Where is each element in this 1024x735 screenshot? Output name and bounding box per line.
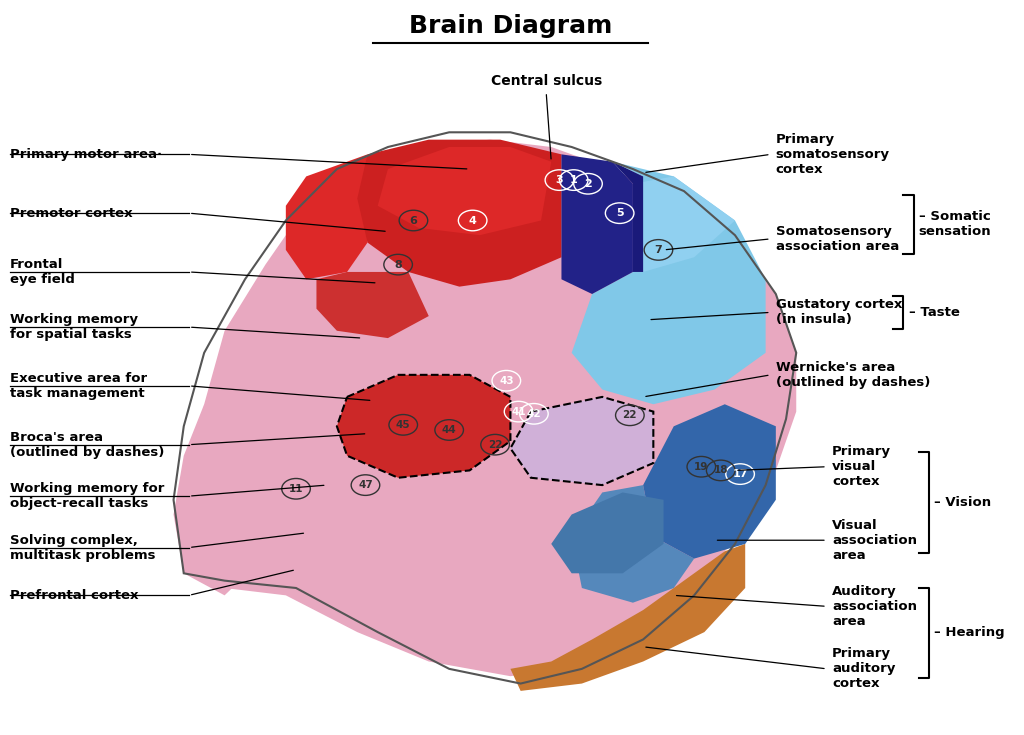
Text: 22: 22	[487, 440, 503, 450]
Text: 11: 11	[289, 484, 303, 494]
Text: Executive area for
task management: Executive area for task management	[10, 372, 147, 400]
Text: 2: 2	[584, 179, 592, 189]
Polygon shape	[316, 272, 429, 338]
Text: – Vision: – Vision	[934, 495, 991, 509]
Polygon shape	[510, 544, 745, 691]
Text: Premotor cortex: Premotor cortex	[10, 207, 133, 220]
Polygon shape	[173, 404, 265, 595]
Text: – Hearing: – Hearing	[934, 626, 1005, 639]
Polygon shape	[643, 404, 776, 559]
Polygon shape	[571, 485, 694, 603]
Text: Visual
association
area: Visual association area	[831, 519, 916, 562]
Text: – Taste: – Taste	[908, 306, 959, 319]
Text: 42: 42	[526, 409, 542, 419]
Text: 1: 1	[569, 175, 578, 185]
Text: Gustatory cortex
(in insula): Gustatory cortex (in insula)	[776, 298, 902, 326]
Text: 43: 43	[499, 376, 514, 386]
Text: 45: 45	[396, 420, 411, 430]
Text: 4: 4	[469, 215, 476, 226]
Text: Auditory
association
area: Auditory association area	[831, 585, 916, 628]
Polygon shape	[571, 162, 766, 404]
Polygon shape	[378, 147, 551, 235]
Text: 5: 5	[615, 208, 624, 218]
Text: 22: 22	[623, 410, 637, 420]
Text: Prefrontal cortex: Prefrontal cortex	[10, 589, 138, 602]
Polygon shape	[633, 176, 735, 272]
Text: 47: 47	[358, 480, 373, 490]
Text: Frontal
eye field: Frontal eye field	[10, 258, 75, 286]
Text: 18: 18	[714, 465, 728, 476]
Text: – Somatic
sensation: – Somatic sensation	[919, 210, 991, 238]
Text: Brain Diagram: Brain Diagram	[409, 14, 612, 37]
Text: 41: 41	[511, 406, 526, 417]
Polygon shape	[551, 492, 664, 573]
Text: 7: 7	[654, 245, 663, 255]
Text: Primary
auditory
cortex: Primary auditory cortex	[831, 648, 895, 690]
Text: Broca's area
(outlined by dashes): Broca's area (outlined by dashes)	[10, 431, 165, 459]
Polygon shape	[337, 375, 510, 478]
Polygon shape	[183, 140, 797, 676]
Text: Primary motor area·: Primary motor area·	[10, 148, 163, 161]
Text: Working memory
for spatial tasks: Working memory for spatial tasks	[10, 313, 138, 341]
Text: Wernicke's area
(outlined by dashes): Wernicke's area (outlined by dashes)	[776, 361, 930, 389]
Text: 3: 3	[556, 175, 563, 185]
Polygon shape	[612, 162, 643, 272]
Text: 44: 44	[441, 425, 457, 435]
Polygon shape	[561, 154, 633, 294]
Text: 17: 17	[732, 469, 748, 479]
Text: Somatosensory
association area: Somatosensory association area	[776, 225, 899, 253]
Polygon shape	[286, 154, 368, 279]
Text: Working memory for
object-recall tasks: Working memory for object-recall tasks	[10, 482, 165, 510]
Text: Primary
visual
cortex: Primary visual cortex	[831, 445, 891, 488]
Text: 19: 19	[694, 462, 709, 472]
Polygon shape	[357, 140, 561, 287]
Text: Primary
somatosensory
cortex: Primary somatosensory cortex	[776, 133, 890, 176]
Text: Central sulcus: Central sulcus	[490, 74, 602, 88]
Text: Solving complex,
multitask problems: Solving complex, multitask problems	[10, 534, 156, 562]
Text: 8: 8	[394, 259, 402, 270]
Text: 6: 6	[410, 215, 418, 226]
Polygon shape	[510, 397, 653, 485]
